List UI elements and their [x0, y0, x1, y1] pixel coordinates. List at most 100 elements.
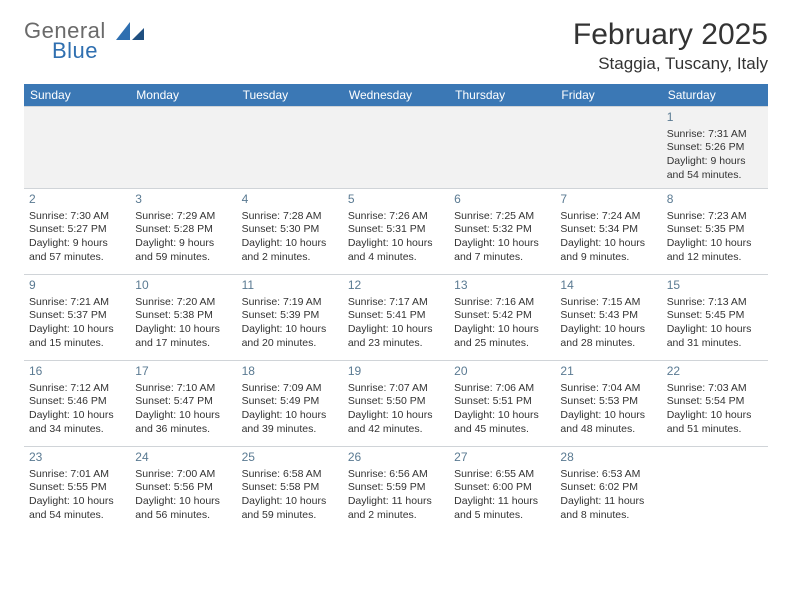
- day-cell: 11Sunrise: 7:19 AMSunset: 5:39 PMDayligh…: [237, 274, 343, 360]
- day-cell: 5Sunrise: 7:26 AMSunset: 5:31 PMDaylight…: [343, 188, 449, 274]
- day-detail-line: and 2 minutes.: [348, 509, 444, 523]
- day-details: Sunrise: 7:13 AMSunset: 5:45 PMDaylight:…: [667, 296, 763, 351]
- day-details: Sunrise: 7:00 AMSunset: 5:56 PMDaylight:…: [135, 468, 231, 523]
- day-number: 24: [135, 450, 231, 466]
- day-number: 14: [560, 278, 656, 294]
- day-number: 27: [454, 450, 550, 466]
- dow-row: SundayMondayTuesdayWednesdayThursdayFrid…: [24, 84, 768, 106]
- day-detail-line: Sunrise: 7:12 AM: [29, 382, 125, 396]
- day-detail-line: Daylight: 10 hours: [242, 409, 338, 423]
- day-detail-line: Sunrise: 6:53 AM: [560, 468, 656, 482]
- day-detail-line: Sunset: 5:30 PM: [242, 223, 338, 237]
- day-cell: 7 Sunrise: 7:24 AMSunset: 5:34 PMDaylight…: [555, 188, 661, 274]
- day-detail-line: and 59 minutes.: [242, 509, 338, 523]
- day-cell: 4Sunrise: 7:28 AMSunset: 5:30 PMDaylight…: [237, 188, 343, 274]
- day-detail-line: Sunrise: 7:19 AM: [242, 296, 338, 310]
- day-details: Sunrise: 7:09 AMSunset: 5:49 PMDaylight:…: [242, 382, 338, 437]
- day-details: Sunrise: 7:10 AMSunset: 5:47 PMDaylight:…: [135, 382, 231, 437]
- day-number: 7: [560, 192, 656, 208]
- day-detail-line: Sunrise: 7:23 AM: [667, 210, 763, 224]
- logo-sail-icon: [116, 22, 146, 44]
- day-detail-line: Sunrise: 7:29 AM: [135, 210, 231, 224]
- day-details: Sunrise: 7:19 AMSunset: 5:39 PMDaylight:…: [242, 296, 338, 351]
- day-detail-line: Daylight: 10 hours: [242, 323, 338, 337]
- day-number: 12: [348, 278, 444, 294]
- location: Staggia, Tuscany, Italy: [573, 54, 768, 74]
- day-number: 18: [242, 364, 338, 380]
- day-cell: [449, 106, 555, 188]
- day-details: Sunrise: 7:31 AMSunset: 5:26 PMDaylight:…: [667, 128, 763, 183]
- title-block: February 2025 Staggia, Tuscany, Italy: [573, 18, 768, 74]
- day-detail-line: Sunrise: 6:56 AM: [348, 468, 444, 482]
- week-row: 23Sunrise: 7:01 AMSunset: 5:55 PMDayligh…: [24, 446, 768, 532]
- day-detail-line: Sunset: 5:41 PM: [348, 309, 444, 323]
- day-detail-line: Sunrise: 7:25 AM: [454, 210, 550, 224]
- day-detail-line: Sunset: 6:00 PM: [454, 481, 550, 495]
- day-detail-line: Sunrise: 7:00 AM: [135, 468, 231, 482]
- day-detail-line: Daylight: 10 hours: [560, 323, 656, 337]
- day-cell: 16Sunrise: 7:12 AMSunset: 5:46 PMDayligh…: [24, 360, 130, 446]
- day-cell: 26Sunrise: 6:56 AMSunset: 5:59 PMDayligh…: [343, 446, 449, 532]
- day-detail-line: and 31 minutes.: [667, 337, 763, 351]
- day-detail-line: Daylight: 11 hours: [560, 495, 656, 509]
- day-cell: 12 Sunrise: 7:17 AMSunset: 5:41 PMDayligh…: [343, 274, 449, 360]
- day-detail-line: Sunrise: 7:13 AM: [667, 296, 763, 310]
- day-detail-line: and 9 minutes.: [560, 251, 656, 265]
- day-detail-line: Sunset: 5:37 PM: [29, 309, 125, 323]
- day-cell: 13Sunrise: 7:16 AMSunset: 5:42 PMDayligh…: [449, 274, 555, 360]
- day-cell: [555, 106, 661, 188]
- day-detail-line: Daylight: 10 hours: [667, 409, 763, 423]
- day-detail-line: Sunset: 5:51 PM: [454, 395, 550, 409]
- day-number: 10: [135, 278, 231, 294]
- day-cell: 14 Sunrise: 7:15 AMSunset: 5:43 PMDayligh…: [555, 274, 661, 360]
- day-detail-line: Sunset: 5:32 PM: [454, 223, 550, 237]
- day-detail-line: Sunset: 5:35 PM: [667, 223, 763, 237]
- dow-saturday: Saturday: [662, 84, 768, 106]
- day-detail-line: and 39 minutes.: [242, 423, 338, 437]
- day-number: 25: [242, 450, 338, 466]
- day-cell: 17 Sunrise: 7:10 AMSunset: 5:47 PMDayligh…: [130, 360, 236, 446]
- day-details: Sunrise: 7:24 AMSunset: 5:34 PMDaylight:…: [560, 210, 656, 265]
- dow-tuesday: Tuesday: [237, 84, 343, 106]
- day-cell: 15Sunrise: 7:13 AMSunset: 5:45 PMDayligh…: [662, 274, 768, 360]
- day-detail-line: and 25 minutes.: [454, 337, 550, 351]
- day-detail-line: Sunset: 5:39 PM: [242, 309, 338, 323]
- day-detail-line: Sunrise: 7:15 AM: [560, 296, 656, 310]
- day-detail-line: and 7 minutes.: [454, 251, 550, 265]
- day-cell: [662, 446, 768, 532]
- day-detail-line: Daylight: 10 hours: [29, 495, 125, 509]
- day-details: Sunrise: 6:55 AMSunset: 6:00 PMDaylight:…: [454, 468, 550, 523]
- day-cell: 10Sunrise: 7:20 AMSunset: 5:38 PMDayligh…: [130, 274, 236, 360]
- day-details: Sunrise: 7:30 AMSunset: 5:27 PMDaylight:…: [29, 210, 125, 265]
- day-detail-line: Sunset: 5:49 PM: [242, 395, 338, 409]
- day-detail-line: and 20 minutes.: [242, 337, 338, 351]
- day-cell: 23Sunrise: 7:01 AMSunset: 5:55 PMDayligh…: [24, 446, 130, 532]
- day-detail-line: Sunset: 5:43 PM: [560, 309, 656, 323]
- dow-friday: Friday: [555, 84, 661, 106]
- day-detail-line: Daylight: 9 hours: [667, 155, 763, 169]
- day-detail-line: Sunset: 5:45 PM: [667, 309, 763, 323]
- day-cell: [130, 106, 236, 188]
- day-detail-line: Sunset: 5:54 PM: [667, 395, 763, 409]
- day-number: 17: [135, 364, 231, 380]
- day-detail-line: Sunrise: 7:17 AM: [348, 296, 444, 310]
- day-detail-line: Sunrise: 7:20 AM: [135, 296, 231, 310]
- day-detail-line: Sunrise: 7:04 AM: [560, 382, 656, 396]
- day-detail-line: Daylight: 11 hours: [454, 495, 550, 509]
- day-number: 13: [454, 278, 550, 294]
- day-detail-line: and 56 minutes.: [135, 509, 231, 523]
- day-detail-line: Sunset: 5:38 PM: [135, 309, 231, 323]
- day-detail-line: Daylight: 10 hours: [29, 409, 125, 423]
- day-detail-line: and 2 minutes.: [242, 251, 338, 265]
- day-detail-line: Sunset: 5:59 PM: [348, 481, 444, 495]
- day-detail-line: Sunset: 5:53 PM: [560, 395, 656, 409]
- day-details: Sunrise: 7:03 AMSunset: 5:54 PMDaylight:…: [667, 382, 763, 437]
- day-detail-line: and 28 minutes.: [560, 337, 656, 351]
- day-details: Sunrise: 7:17 AMSunset: 5:41 PMDaylight:…: [348, 296, 444, 351]
- week-row: 16Sunrise: 7:12 AMSunset: 5:46 PMDayligh…: [24, 360, 768, 446]
- day-cell: 3Sunrise: 7:29 AMSunset: 5:28 PMDaylight…: [130, 188, 236, 274]
- header: General Blue February 2025 Staggia, Tusc…: [24, 18, 768, 74]
- day-cell: 28Sunrise: 6:53 AMSunset: 6:02 PMDayligh…: [555, 446, 661, 532]
- day-detail-line: and 48 minutes.: [560, 423, 656, 437]
- day-detail-line: Sunset: 5:46 PM: [29, 395, 125, 409]
